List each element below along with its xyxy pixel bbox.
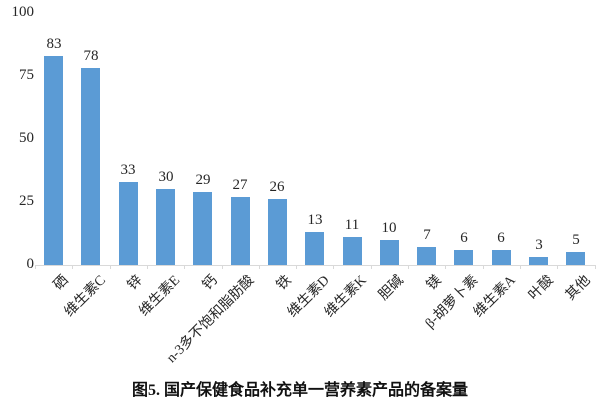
x-axis-line — [35, 265, 596, 266]
x-axis-tick — [370, 266, 372, 269]
x-axis-category-label: 镁 — [423, 273, 445, 294]
x-axis-category-label: 胆碱 — [376, 273, 407, 304]
x-axis-category-label: 硒 — [50, 273, 72, 294]
bar — [380, 240, 399, 265]
x-axis-category-label: 维生素E — [136, 273, 184, 320]
x-axis-tick — [594, 266, 596, 269]
bar-value-label: 83 — [46, 36, 62, 52]
bar — [417, 247, 436, 265]
bar — [454, 250, 473, 265]
x-axis-tick — [482, 266, 484, 269]
bar-value-label: 13 — [307, 212, 323, 228]
bar-value-label: 78 — [83, 48, 99, 64]
bar — [492, 250, 511, 265]
bar — [231, 197, 250, 265]
bar-value-label: 6 — [460, 230, 468, 246]
bar-value-label: 10 — [381, 220, 397, 236]
bar — [193, 192, 212, 265]
y-axis-tick-label: 50 — [19, 130, 34, 146]
bar-value-label: 7 — [423, 227, 431, 243]
x-axis-tick — [258, 266, 260, 269]
x-axis-tick — [109, 266, 111, 269]
x-axis-category-label: 叶酸 — [525, 273, 557, 304]
figure-caption: 图5. 国产保健食品补充单一营养素产品的备案量 — [131, 382, 468, 399]
bar-value-label: 33 — [120, 162, 136, 178]
y-axis-tick-label: 75 — [19, 67, 34, 83]
bar — [81, 68, 100, 265]
x-axis-tick — [519, 266, 521, 269]
x-axis-tick — [296, 266, 298, 269]
x-axis-tick — [35, 266, 36, 269]
bar-value-label: 3 — [535, 237, 543, 253]
bar — [305, 232, 324, 265]
x-axis-tick — [184, 266, 186, 269]
bar-value-label: 26 — [269, 179, 285, 195]
y-axis-tick-label: 25 — [19, 193, 34, 209]
x-axis-tick — [221, 266, 223, 269]
x-axis-category-label: 锌 — [125, 273, 146, 294]
x-axis-tick — [146, 266, 148, 269]
bar-value-label: 11 — [344, 217, 360, 233]
bar — [268, 199, 287, 265]
x-axis-tick — [408, 266, 409, 269]
x-axis-tick — [445, 266, 447, 269]
bar — [156, 189, 175, 265]
y-axis-tick-label: 100 — [11, 4, 35, 20]
bar — [119, 182, 138, 265]
x-axis-category-label: 钙 — [199, 273, 221, 294]
bar — [44, 56, 63, 265]
bar-value-label: 29 — [195, 172, 211, 188]
bar — [529, 257, 548, 265]
bar-value-label: 27 — [232, 177, 248, 193]
bar — [566, 252, 585, 265]
x-axis-tick — [72, 266, 74, 269]
x-axis-tick — [557, 266, 559, 269]
bar-value-label: 30 — [158, 169, 174, 185]
x-axis-category-label: 其他 — [563, 273, 594, 304]
bar — [343, 237, 362, 265]
bar-value-label: 5 — [572, 232, 580, 248]
y-axis-tick-label: 0 — [26, 256, 35, 272]
x-axis-tick — [333, 266, 335, 269]
x-axis-category-label: 铁 — [274, 273, 296, 294]
bar-value-label: 6 — [497, 230, 505, 246]
